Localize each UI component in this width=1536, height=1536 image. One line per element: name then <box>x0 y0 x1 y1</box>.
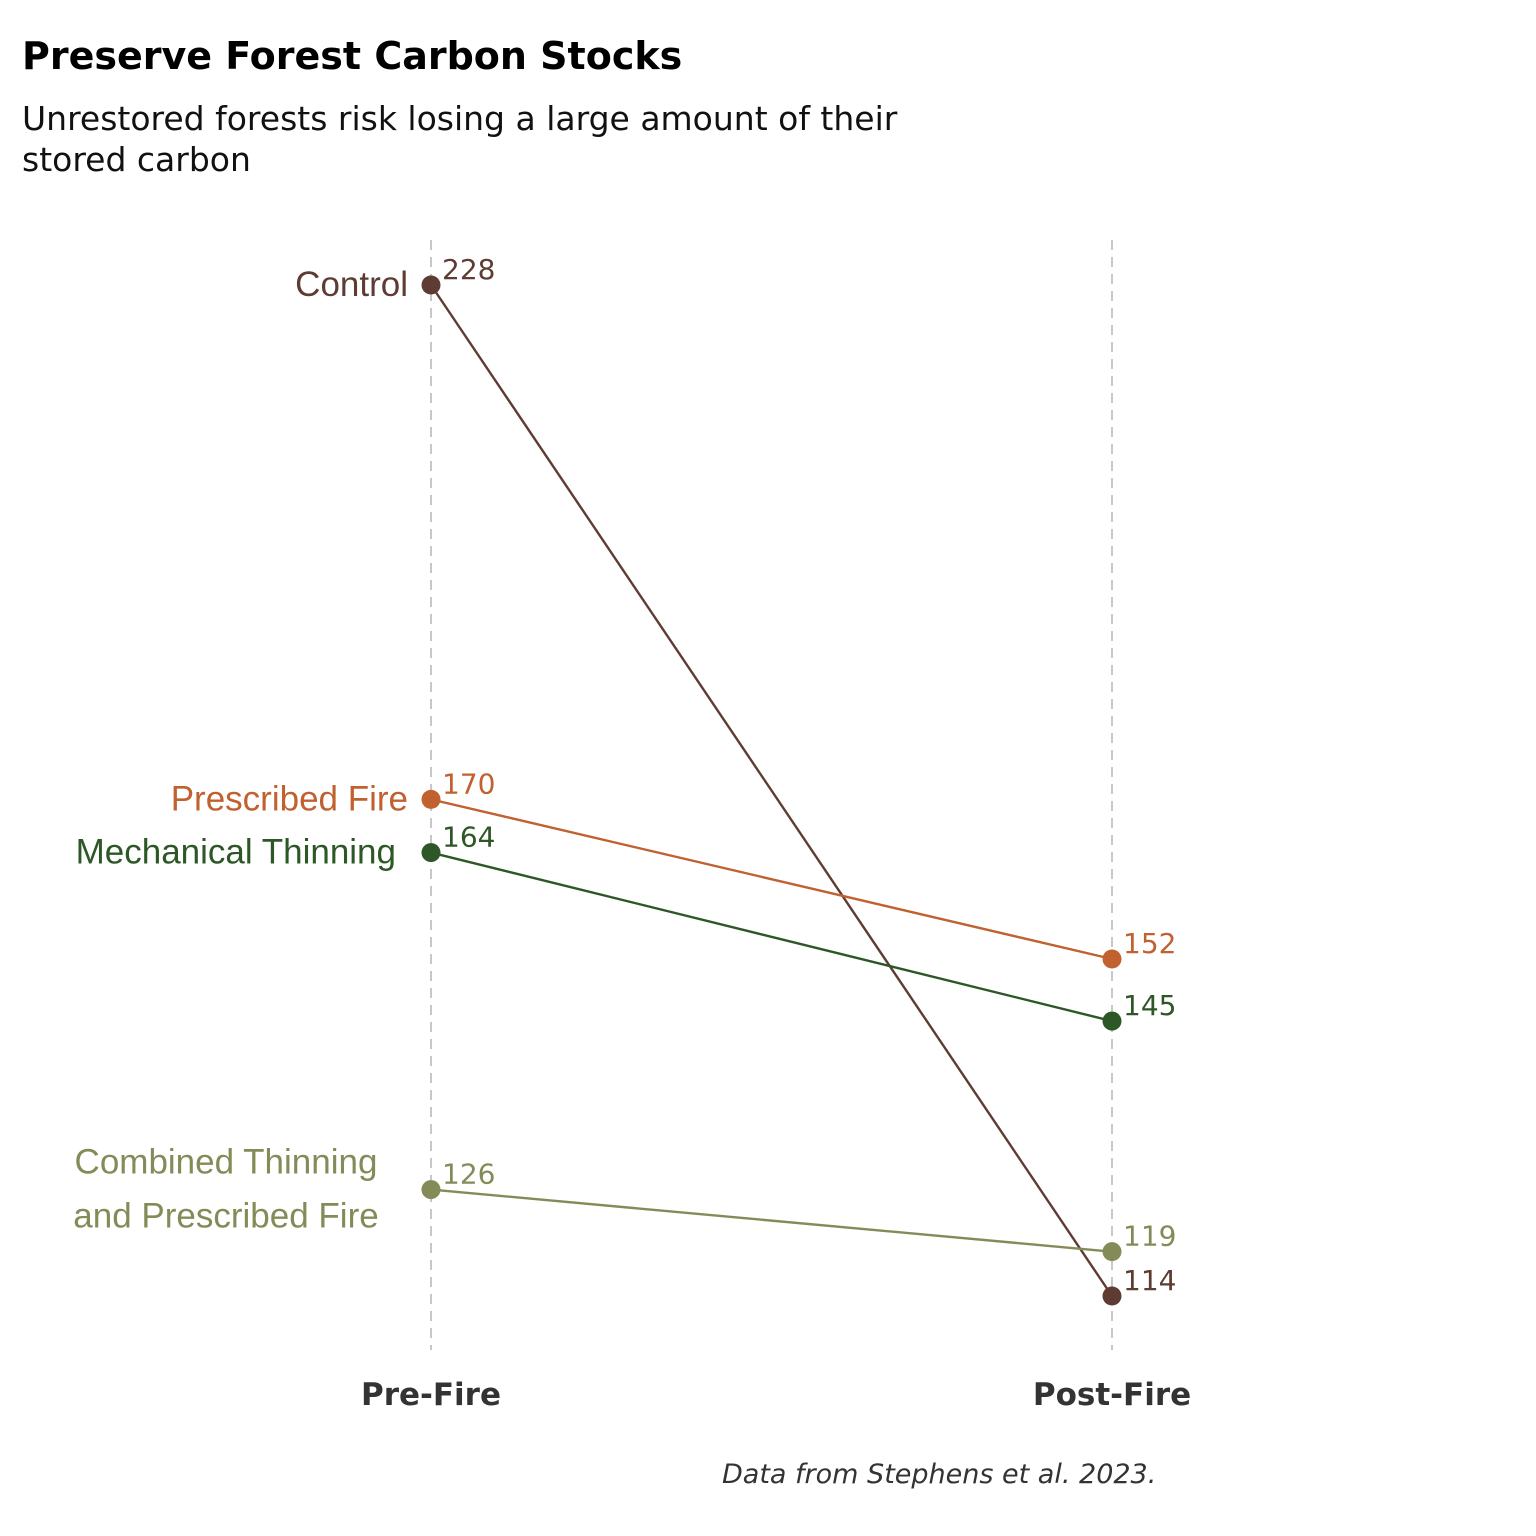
x-tick-pre-fire: Pre-Fire <box>361 1377 501 1413</box>
series-line-control <box>430 284 1113 1297</box>
grid-lines <box>430 240 1113 1350</box>
x-tick-post-fire: Post-Fire <box>1033 1377 1191 1413</box>
value-label-combined-thinning-and-prescribed-fire-pre-fire: 126 <box>442 1158 495 1191</box>
value-label-control-pre-fire: 228 <box>442 253 495 286</box>
value-label-mechanical-thinning-post-fire: 145 <box>1123 989 1176 1022</box>
data-points <box>421 275 1122 1306</box>
value-label-prescribed-fire-post-fire: 152 <box>1123 927 1176 960</box>
series-label-line: Mechanical Thinning <box>76 833 396 872</box>
series-line-combined-thinning-and-prescribed-fire <box>430 1188 1113 1253</box>
point-control-post-fire <box>1102 1286 1122 1306</box>
value-label-mechanical-thinning-pre-fire: 164 <box>442 821 495 854</box>
point-combined-thinning-and-prescribed-fire-pre-fire <box>421 1180 441 1200</box>
value-label-control-post-fire: 114 <box>1123 1264 1176 1297</box>
series-label-control: Control <box>295 265 408 304</box>
point-control-pre-fire <box>421 275 441 295</box>
source-caption: Data from Stephens et al. 2023. <box>722 1459 1157 1490</box>
point-mechanical-thinning-pre-fire <box>421 843 441 863</box>
chart-subtitle: Unrestored forests risk losing a large a… <box>22 99 898 179</box>
chart-title: Preserve Forest Carbon Stocks <box>22 34 683 78</box>
value-label-prescribed-fire-pre-fire: 170 <box>442 767 495 800</box>
series-line-mechanical-thinning <box>430 851 1113 1023</box>
value-label-combined-thinning-and-prescribed-fire-post-fire: 119 <box>1123 1220 1176 1253</box>
point-prescribed-fire-pre-fire <box>421 789 441 809</box>
series-lines <box>430 284 1113 1297</box>
series-label-prescribed-fire: Prescribed Fire <box>171 779 408 818</box>
point-combined-thinning-and-prescribed-fire-post-fire <box>1102 1242 1122 1262</box>
series-label-mechanical-thinning: Mechanical Thinning <box>76 833 396 872</box>
point-prescribed-fire-post-fire <box>1102 949 1122 969</box>
point-mechanical-thinning-post-fire <box>1102 1011 1122 1031</box>
labels: Pre-Fire Post-Fire 228 114 Control 170 152 Pres… <box>73 253 1191 1413</box>
series-label-line: Prescribed Fire <box>171 779 408 818</box>
series-line-prescribed-fire <box>430 798 1113 961</box>
series-label-line: Combined Thinning <box>75 1143 378 1182</box>
series-label-line: Control <box>295 265 408 304</box>
series-label-combined-thinning-and-prescribed-fire: Combined Thinning and Prescribed Fire <box>73 1143 378 1236</box>
series-label-line: and Prescribed Fire <box>73 1197 378 1236</box>
